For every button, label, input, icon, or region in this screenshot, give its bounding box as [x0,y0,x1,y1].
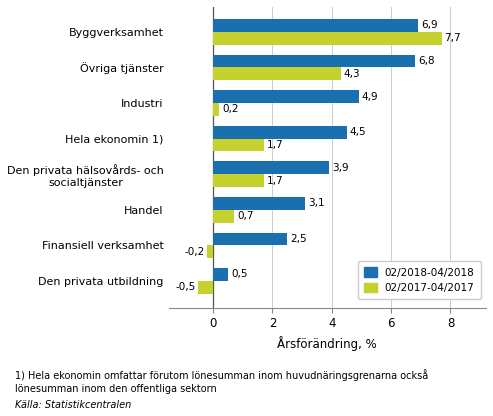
Text: 0,2: 0,2 [222,104,239,114]
Text: 0,7: 0,7 [237,211,253,221]
Bar [213,126,347,139]
Text: 7,7: 7,7 [445,33,461,43]
Bar [198,281,213,294]
Bar [213,210,234,223]
Bar [213,90,358,103]
Bar [213,139,264,151]
Text: 1,7: 1,7 [267,140,283,150]
Text: 6,8: 6,8 [418,56,434,66]
Text: 6,9: 6,9 [421,20,437,30]
Text: 4,3: 4,3 [344,69,360,79]
Bar [213,19,418,32]
Bar [207,245,213,258]
Text: 1,7: 1,7 [267,176,283,186]
Bar [213,54,415,67]
Bar [213,32,442,45]
Text: 2,5: 2,5 [290,234,307,244]
Bar [213,268,228,281]
Bar [213,197,305,210]
Text: 3,1: 3,1 [308,198,325,208]
Text: 0,5: 0,5 [231,270,247,280]
Text: -0,5: -0,5 [175,282,195,292]
Text: 3,9: 3,9 [332,163,349,173]
Bar [213,233,287,245]
Text: 1) Hela ekonomin omfattar förutom lönesumman inom huvudnäringsgrenarna också: 1) Hela ekonomin omfattar förutom lönesu… [15,369,428,381]
Text: -0,2: -0,2 [184,247,204,257]
Legend: 02/2018-04/2018, 02/2017-04/2017: 02/2018-04/2018, 02/2017-04/2017 [358,261,481,300]
Bar [213,103,219,116]
X-axis label: Årsförändring, %: Årsförändring, % [278,336,377,351]
Text: 4,5: 4,5 [350,127,366,137]
Text: lönesumman inom den offentliga sektorn: lönesumman inom den offentliga sektorn [15,384,216,394]
Bar [213,161,329,174]
Text: 4,9: 4,9 [361,92,378,102]
Text: Källa: Statistikcentralen: Källa: Statistikcentralen [15,400,131,410]
Bar [213,174,264,187]
Bar [213,67,341,80]
